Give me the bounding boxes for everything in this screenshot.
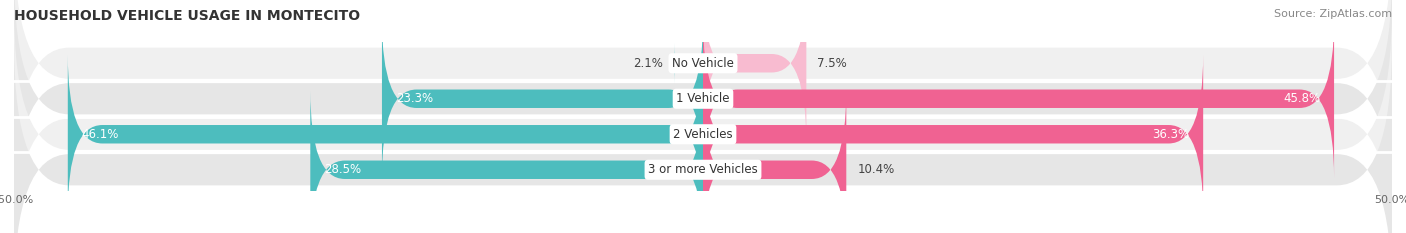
Text: Source: ZipAtlas.com: Source: ZipAtlas.com	[1274, 9, 1392, 19]
Text: 1 Vehicle: 1 Vehicle	[676, 92, 730, 105]
FancyBboxPatch shape	[703, 90, 846, 233]
Text: HOUSEHOLD VEHICLE USAGE IN MONTECITO: HOUSEHOLD VEHICLE USAGE IN MONTECITO	[14, 9, 360, 23]
FancyBboxPatch shape	[311, 90, 703, 233]
FancyBboxPatch shape	[14, 0, 1392, 225]
Text: 46.1%: 46.1%	[82, 128, 120, 141]
FancyBboxPatch shape	[703, 0, 807, 143]
FancyBboxPatch shape	[14, 0, 1392, 190]
Text: 2 Vehicles: 2 Vehicles	[673, 128, 733, 141]
Text: 7.5%: 7.5%	[817, 57, 846, 70]
Text: 45.8%: 45.8%	[1284, 92, 1320, 105]
FancyBboxPatch shape	[703, 19, 1334, 178]
FancyBboxPatch shape	[67, 55, 703, 214]
FancyBboxPatch shape	[673, 43, 703, 84]
FancyBboxPatch shape	[382, 19, 703, 178]
FancyBboxPatch shape	[14, 43, 1392, 233]
Text: No Vehicle: No Vehicle	[672, 57, 734, 70]
Text: 23.3%: 23.3%	[395, 92, 433, 105]
Text: 36.3%: 36.3%	[1153, 128, 1189, 141]
Text: 10.4%: 10.4%	[858, 163, 894, 176]
FancyBboxPatch shape	[14, 8, 1392, 233]
Text: 3 or more Vehicles: 3 or more Vehicles	[648, 163, 758, 176]
Text: 28.5%: 28.5%	[323, 163, 361, 176]
FancyBboxPatch shape	[703, 55, 1204, 214]
Text: 2.1%: 2.1%	[633, 57, 664, 70]
